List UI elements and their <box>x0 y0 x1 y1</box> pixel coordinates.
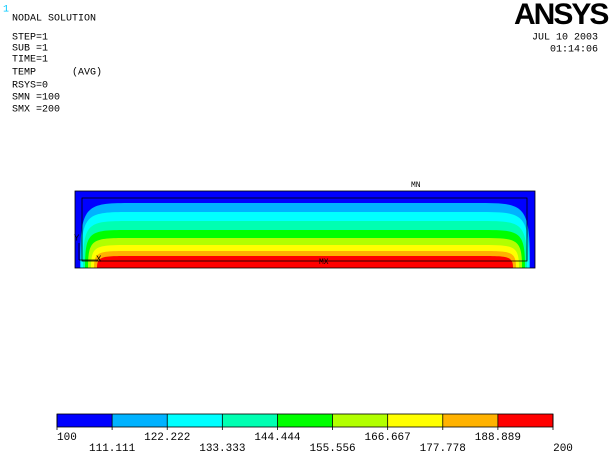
element-outline <box>81 197 528 262</box>
legend-swatch <box>387 414 443 427</box>
plot-border <box>74 190 536 269</box>
legend-label: 111.111 <box>89 443 136 455</box>
legend-swatch <box>332 414 388 427</box>
legend-swatch <box>167 414 223 427</box>
legend-swatch <box>442 414 498 427</box>
date: JUL 10 2003 <box>532 33 598 44</box>
legend-label: 200 <box>553 443 573 455</box>
legend-label: 100 <box>57 432 77 444</box>
time: 01:14:06 <box>550 45 598 56</box>
contour-band <box>97 256 513 268</box>
legend-label: 122.222 <box>144 432 190 444</box>
legend-label: 133.333 <box>199 443 245 455</box>
legend: 100 111.111 122.222 133.333 144.444 155.556 16… <box>56 413 573 455</box>
x-axis-label: X <box>96 254 102 264</box>
max-marker: MX <box>319 258 329 267</box>
legend-swatch <box>57 414 113 427</box>
legend-label: 166.667 <box>365 432 411 444</box>
info-line: TEMP (AVG) <box>12 67 102 79</box>
window-number: 1 <box>3 5 9 16</box>
legend-label: 144.444 <box>254 432 301 444</box>
legend-swatch <box>112 414 168 427</box>
info-line: SUB =1 <box>12 44 48 55</box>
legend-swatch <box>222 414 278 427</box>
y-axis-label: Y <box>74 233 80 243</box>
info-line: TIME=1 <box>12 55 48 66</box>
legend-label: 177.778 <box>420 443 466 455</box>
min-marker: MN <box>411 181 421 190</box>
legend-label: 155.556 <box>309 443 355 455</box>
legend-label: 188.889 <box>475 432 521 444</box>
info-line: SMN =100 <box>12 93 60 104</box>
legend-swatch <box>277 414 333 427</box>
logo: ANSYS <box>514 0 608 31</box>
contour-plot: MN MX X Y <box>74 181 536 269</box>
info-line: RSYS=0 <box>12 81 48 92</box>
legend-swatch <box>497 414 553 427</box>
info-line: STEP=1 <box>12 33 48 44</box>
info-line: SMX =200 <box>12 105 60 116</box>
plot-title: NODAL SOLUTION <box>12 14 96 25</box>
